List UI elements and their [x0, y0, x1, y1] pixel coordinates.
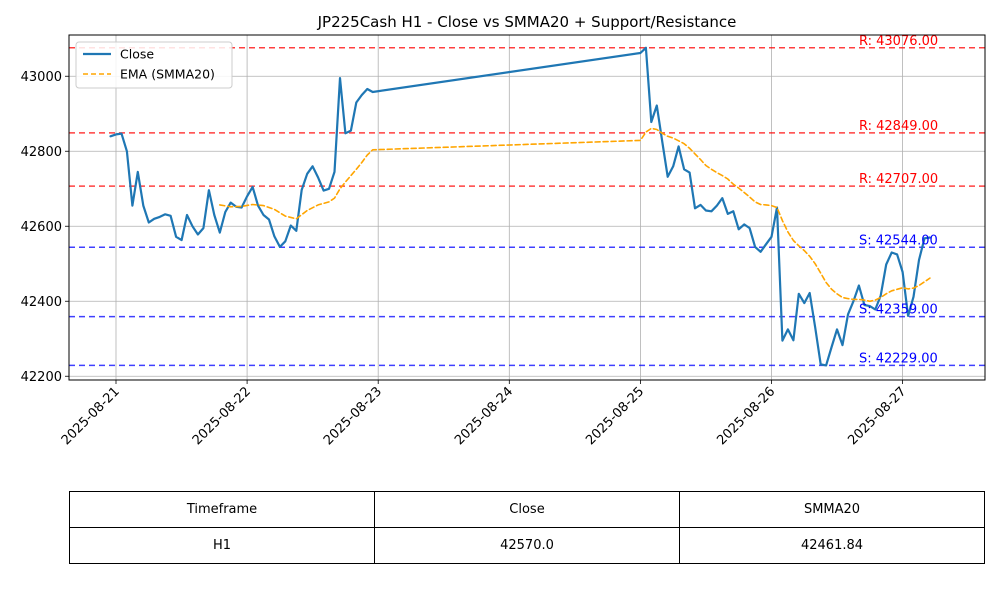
y-tick-label: 42800	[21, 145, 62, 160]
table-header-cell: SMMA20	[679, 491, 985, 528]
summary-table: Timeframe Close SMMA20 H1 42570.0 42461.…	[69, 491, 985, 564]
y-tick-label: 43000	[21, 70, 62, 85]
table-header-row: Timeframe Close SMMA20	[69, 491, 985, 528]
legend-smma-label: EMA (SMMA20)	[120, 67, 215, 82]
support-label: S: 42229.00	[859, 351, 938, 366]
legend-close-label: Close	[120, 47, 154, 62]
support-label: S: 42544.00	[859, 233, 938, 248]
x-tick-label: 2025-08-23	[321, 384, 385, 448]
axes: 2025-08-21 2025-08-22 2025-08-23 2025-08-24…	[21, 70, 910, 449]
support-label: S: 42359.00	[859, 303, 938, 318]
resistance-label: R: 42707.00	[859, 172, 938, 187]
x-tick-label: 2025-08-27	[845, 384, 909, 448]
smma20-series-line	[219, 127, 931, 303]
x-tick-label: 2025-08-26	[714, 384, 778, 448]
series-lines	[109, 46, 932, 367]
legend: Close EMA (SMMA20)	[75, 41, 233, 89]
table-header-cell: Close	[374, 491, 680, 528]
support-resistance-labels: R: 43076.00 R: 42849.00 R: 42707.00 S: 4254…	[859, 34, 938, 367]
close-series-line	[109, 46, 932, 367]
table-header-cell: Timeframe	[69, 491, 375, 528]
plot-frame	[68, 34, 986, 381]
resistance-label: R: 43076.00	[859, 34, 938, 49]
table-cell-smma20: 42461.84	[679, 527, 985, 564]
table-cell-timeframe: H1	[69, 527, 375, 564]
legend-box	[75, 41, 233, 89]
x-tick-label: 2025-08-21	[59, 384, 123, 448]
chart-title: JP225Cash H1 - Close vs SMMA20 + Support…	[317, 13, 737, 31]
table-cell-close: 42570.0	[374, 527, 680, 564]
y-tick-label: 42600	[21, 220, 62, 235]
y-tick-label: 42200	[21, 370, 62, 385]
x-tick-label: 2025-08-24	[452, 384, 516, 448]
x-tick-label: 2025-08-25	[583, 384, 647, 448]
resistance-label: R: 42849.00	[859, 119, 938, 134]
x-tick-label: 2025-08-22	[190, 384, 254, 448]
y-tick-label: 42400	[21, 295, 62, 310]
table-row: H1 42570.0 42461.84	[69, 527, 985, 564]
